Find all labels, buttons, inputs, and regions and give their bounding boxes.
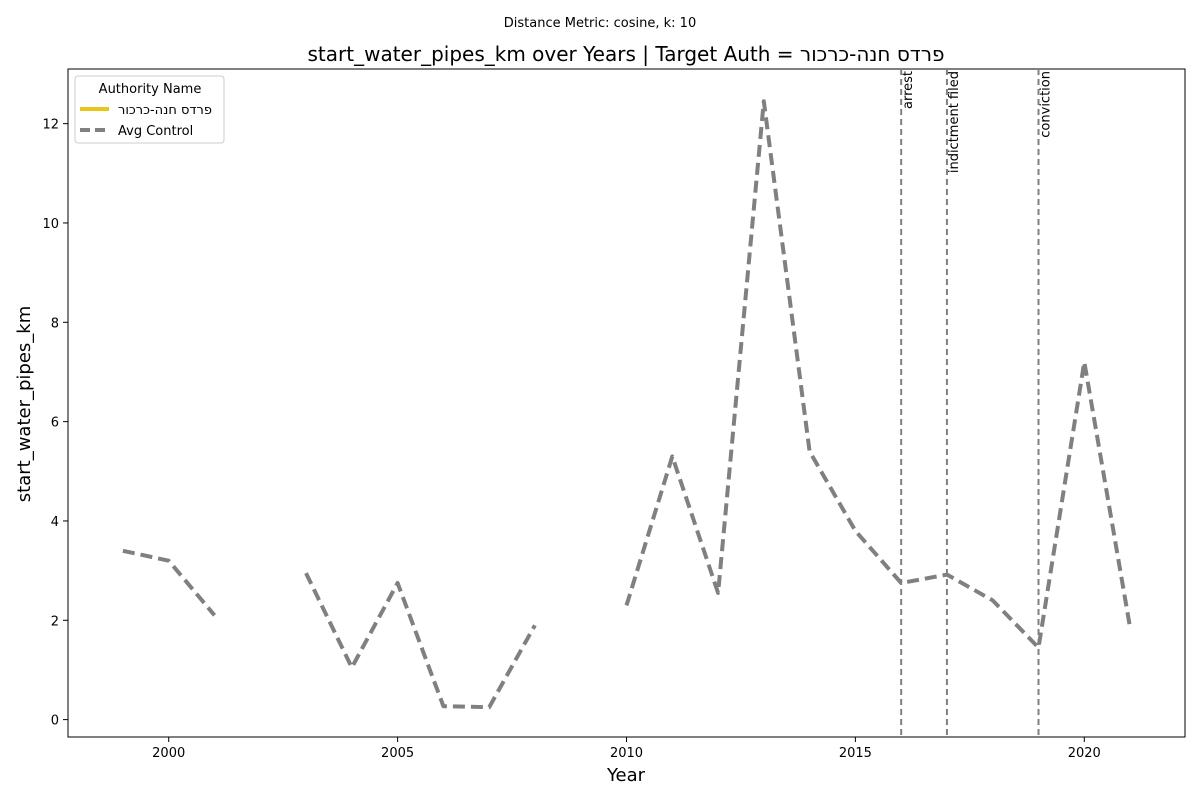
y-tick-label: 10 (42, 217, 59, 232)
y-axis-label: start_water_pipes_km (14, 306, 35, 502)
chart-title: start_water_pipes_km over Years | Target… (308, 42, 945, 66)
y-tick-label: 2 (51, 614, 59, 629)
x-tick-label: 2005 (381, 746, 414, 761)
y-tick-label: 8 (51, 316, 59, 331)
legend-label-avg-control: Avg Control (118, 124, 193, 139)
x-axis-label: Year (606, 765, 646, 786)
y-tick-label: 4 (51, 515, 59, 530)
chart-suptitle: Distance Metric: cosine, k: 10 (504, 16, 696, 31)
series-line (304, 572, 537, 710)
y-tick-label: 0 (51, 714, 59, 729)
plot-area (67, 68, 1186, 738)
event-label: indictment filed (947, 71, 962, 173)
event-markers: arrest indictment filed conviction (900, 69, 1054, 737)
legend-label-target: פרדס חנה-כרכור (118, 103, 212, 118)
series-line (122, 548, 217, 617)
y-tick-label: 6 (51, 416, 59, 431)
series-line (624, 99, 1133, 650)
series-lines (122, 99, 1133, 710)
event-label: arrest (901, 71, 916, 109)
legend-title: Authority Name (99, 82, 202, 97)
x-axis: 2000 2005 2010 2015 2020 (152, 737, 1101, 761)
x-tick-label: 2000 (152, 746, 185, 761)
x-tick-label: 2010 (610, 746, 643, 761)
legend-box (74, 75, 225, 144)
legend: Authority Name פרדס חנה-כרכור Avg Contro… (74, 75, 225, 144)
x-tick-label: 2020 (1068, 746, 1101, 761)
event-label: conviction (1039, 71, 1054, 138)
y-axis: 0 2 4 6 8 10 12 (42, 118, 68, 729)
y-tick-label: 12 (42, 118, 59, 133)
x-tick-label: 2015 (839, 746, 872, 761)
